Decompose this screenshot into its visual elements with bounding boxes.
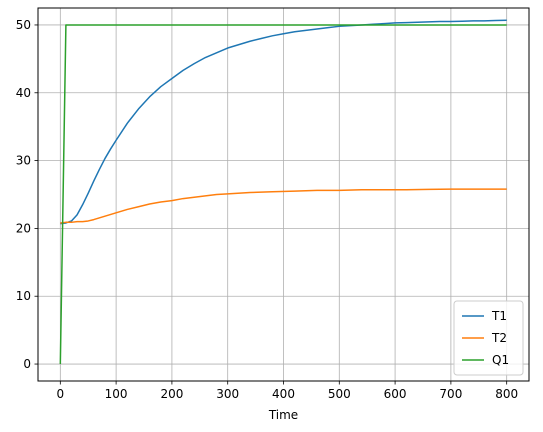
x-tick-label: 0: [56, 387, 64, 401]
legend-label-t2: T2: [491, 331, 507, 345]
axis-ticks: 0 100 200 300 400 500 600 700 800 0 10 20 30 40 50: [16, 18, 518, 401]
y-tick-label: 10: [16, 289, 31, 303]
x-tick-label: 800: [495, 387, 518, 401]
y-tick-label: 40: [16, 86, 31, 100]
y-tick-label: 50: [16, 18, 31, 32]
x-tick-label: 200: [160, 387, 183, 401]
series-line-t1: [60, 19, 507, 225]
x-tick-label: 600: [384, 387, 407, 401]
y-tick-label: 30: [16, 154, 31, 168]
legend-label-q1: Q1: [492, 353, 509, 367]
x-tick-label: 500: [328, 387, 351, 401]
x-tick-label: 300: [216, 387, 239, 401]
x-tick-label: 400: [272, 387, 295, 401]
x-tick-label: 100: [105, 387, 128, 401]
legend-box: [453, 300, 524, 376]
legend: T1 T2 Q1: [453, 300, 524, 376]
y-tick-label: 0: [23, 357, 31, 371]
series-line-t2: [60, 188, 507, 224]
series-line-q1: [59, 24, 507, 365]
series-lines: [59, 19, 507, 365]
legend-label-t1: T1: [491, 309, 507, 323]
x-axis-label: Time: [268, 408, 298, 422]
y-tick-label: 20: [16, 221, 31, 235]
x-tick-label: 700: [439, 387, 462, 401]
